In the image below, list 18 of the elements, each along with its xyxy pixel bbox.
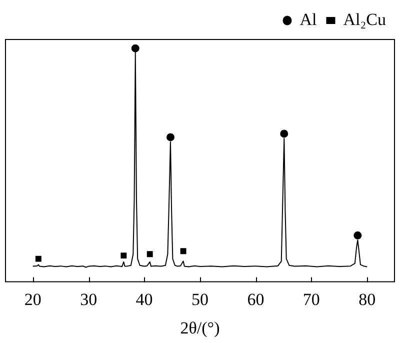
x-tick-label: 60 [247,290,264,309]
point [35,256,42,262]
x-axis-title: 2θ/(°) [180,318,220,338]
point [166,133,174,142]
point [280,130,288,138]
x-tick-label: 40 [136,290,153,309]
x-tick-label: 50 [192,290,208,309]
x-tick-label: 70 [302,290,320,309]
legend-label: Al₂Cu [343,10,386,29]
x-tick-label: 80 [358,290,376,309]
point [354,231,362,240]
x-tick-label: 20 [24,290,42,309]
x-tick-label: 30 [80,290,98,309]
legend-label: Al [300,10,318,29]
point [120,252,127,259]
point [131,44,140,52]
point [180,248,186,254]
point [146,251,153,258]
